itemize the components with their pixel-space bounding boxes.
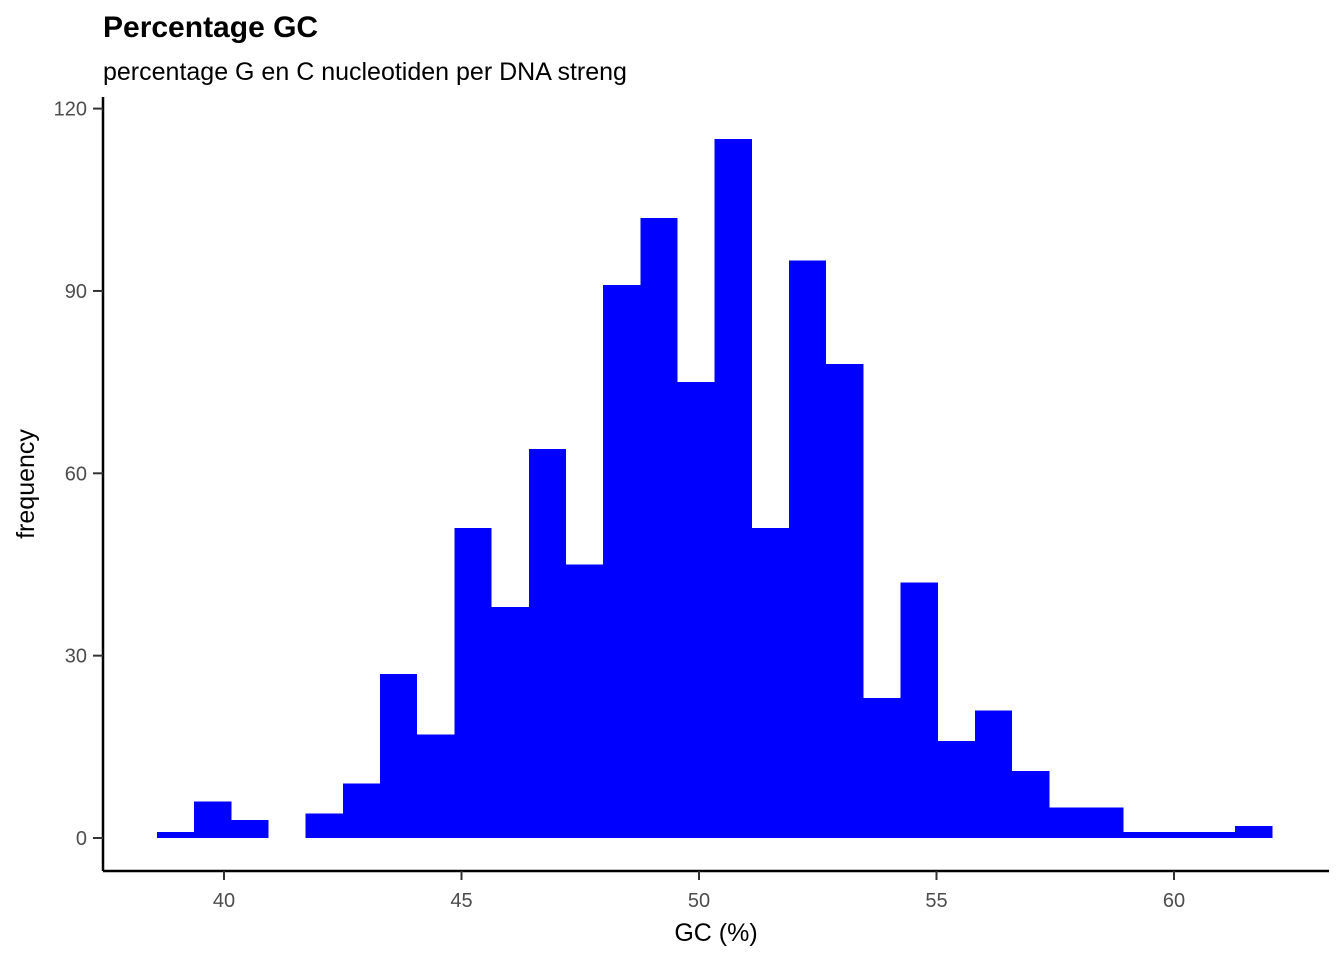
histogram-bar [194, 801, 232, 838]
x-tick-label: 60 [1163, 890, 1185, 912]
histogram-bar [677, 382, 715, 838]
x-axis-label: GC (%) [674, 919, 757, 947]
chart-title: Percentage GC [103, 11, 319, 44]
axis-lines [101, 97, 1329, 873]
y-tick-label: 60 [65, 463, 87, 485]
histogram-bar [603, 284, 641, 838]
histogram-bar [1086, 807, 1124, 838]
histogram-bar [1235, 825, 1273, 838]
x-tick-label: 45 [450, 890, 472, 912]
x-tick-label: 40 [213, 890, 235, 912]
histogram-bar [491, 607, 529, 838]
histogram-bar [417, 734, 455, 838]
y-tick-label: 120 [54, 99, 87, 121]
histogram-bar [305, 813, 343, 838]
histogram-bar [454, 528, 492, 838]
histogram-bar [1049, 807, 1087, 838]
histogram-bar [156, 831, 195, 838]
histogram-bar [640, 218, 678, 838]
histogram-bar [937, 740, 975, 838]
y-axis-label: frequency [12, 429, 40, 539]
histogram-bar [900, 582, 938, 838]
histogram-bars [156, 139, 1273, 838]
y-tick-label: 90 [65, 281, 87, 303]
histogram-bar [1123, 831, 1161, 838]
x-tick-label: 50 [688, 890, 710, 912]
y-tick-label: 30 [65, 646, 87, 668]
y-tick-label: 0 [76, 828, 87, 850]
histogram-bar [974, 710, 1013, 838]
histogram-bar [565, 564, 604, 838]
axis-tick-labels: 40 45 50 55 60 0 30 60 90 120 [54, 99, 1186, 912]
histogram-bar [714, 139, 752, 838]
histogram-bar [1160, 831, 1199, 838]
histogram-bar [826, 363, 864, 838]
histogram-bar [380, 673, 418, 838]
axis-ticks [93, 107, 1175, 880]
histogram-bar [863, 698, 901, 838]
histogram-bar [789, 260, 827, 838]
histogram-bar [528, 448, 566, 838]
histogram-bar [231, 819, 269, 838]
histogram-bar [342, 783, 381, 838]
histogram-bar [1012, 771, 1050, 838]
histogram-bar [1198, 831, 1236, 838]
chart-subtitle: percentage G en C nucleotiden per DNA st… [103, 58, 627, 86]
x-tick-label: 55 [925, 890, 947, 912]
histogram-bar [751, 528, 790, 838]
